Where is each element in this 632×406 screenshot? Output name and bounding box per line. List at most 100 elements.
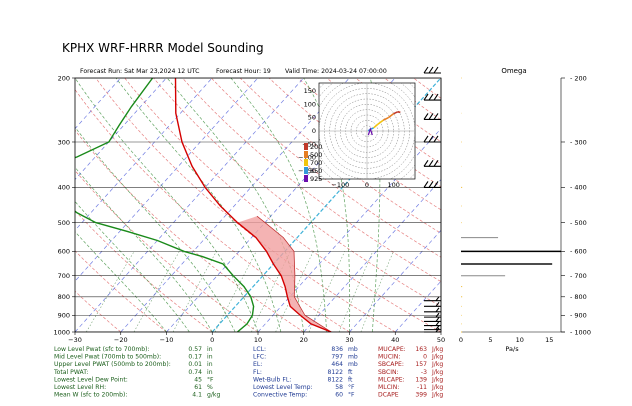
stat-label: FL: (253, 369, 262, 376)
hodograph-segment (393, 111, 399, 115)
moist-adiabat (75, 126, 236, 332)
temp-tick-label: 0 (210, 336, 214, 344)
temp-tick-label: 20 (300, 336, 308, 344)
hodograph-x-label: −100 (331, 181, 349, 189)
isotherm (120, 78, 350, 332)
hodograph-legend-label: 925 (310, 175, 322, 183)
cape-shading (237, 216, 332, 332)
stat-unit: J/kg (431, 361, 443, 368)
dry-adiabat (326, 78, 441, 165)
hodograph-x-label: 0 (365, 181, 369, 189)
moist-adiabat (75, 166, 213, 332)
isotherm (0, 78, 29, 332)
hodograph-start-marker (367, 127, 373, 136)
omega-panel: Omega 0 5 10 15 Pa/s - 200 - 300 - 400 - 500 - 600… (459, 67, 591, 353)
stat-value: 464 (331, 361, 343, 368)
stat-value: -3 (421, 369, 427, 376)
stat-value: 8122 (327, 376, 343, 383)
stat-value: 139 (415, 376, 427, 383)
hodograph-segment (387, 113, 395, 119)
skewt-inner (0, 78, 441, 332)
stat-unit: J/kg (431, 354, 443, 361)
stat-value: 797 (331, 354, 343, 361)
stat-label: Convective Temp: (253, 392, 307, 399)
stat-value: 0.01 (188, 361, 202, 368)
stat-value: 163 (415, 346, 427, 353)
stat-unit: ft (348, 376, 353, 383)
stat-unit: in (207, 346, 213, 353)
wind-barb (424, 312, 441, 318)
pressure-tick-label: 800 (58, 293, 70, 301)
hodograph-y-label: 100 (304, 100, 316, 108)
stat-label: Total PWAT: (53, 369, 88, 376)
hodograph-x-label: 100 (387, 181, 399, 189)
omega-pressure-label: - 900 (570, 312, 587, 320)
stat-label: LFC: (253, 354, 266, 361)
stat-value: 60 (335, 392, 343, 399)
dry-adiabat (75, 210, 213, 332)
stat-label: SBCIN: (378, 369, 399, 376)
isotherm (75, 78, 259, 282)
temp-tick-label: 50 (437, 336, 445, 344)
omega-x-tick: 0 (459, 336, 463, 344)
stat-unit: g/kg (207, 392, 220, 399)
hodograph-y-label: −50 (302, 140, 316, 148)
omega-x-tick: 10 (516, 336, 524, 344)
wind-barb (423, 135, 441, 143)
pressure-tick-label: 900 (58, 312, 70, 320)
stat-label: Upper Level PWAT (500mb to 200mb): (54, 361, 171, 368)
mixing-ratio-line (338, 251, 374, 332)
stat-unit: J/kg (431, 376, 443, 383)
hodograph-legend-swatch (304, 167, 308, 174)
stat-label: Mid Level Pwat (700mb to 500mb): (54, 354, 161, 361)
mixing-ratio-line (172, 251, 217, 332)
isotherm (166, 78, 396, 332)
wind-barbs (423, 66, 442, 333)
omega-pressure-label: - 600 (570, 248, 587, 256)
wind-barb (424, 302, 441, 307)
hodograph-segment (397, 111, 401, 114)
stat-label: MLCAPE: (378, 376, 405, 383)
stat-value: 61 (194, 384, 202, 391)
valid-time-text: Valid Time: 2024-03-24 07:00:00 (285, 68, 387, 75)
stat-value: 399 (415, 392, 427, 399)
hodograph-y-label: 50 (308, 114, 316, 122)
temp-tick-label: −20 (114, 336, 128, 344)
pressure-tick-label: 600 (58, 248, 70, 256)
stat-unit: J/kg (431, 392, 443, 399)
stat-unit: mb (348, 354, 358, 361)
forecast-run-text: Forecast Run: Sat Mar 23,2024 12 UTC (80, 68, 199, 75)
stat-unit: in (207, 354, 213, 361)
hodograph-inner (319, 83, 415, 179)
wind-barb (424, 321, 441, 327)
hodograph-legend-swatch (304, 143, 308, 150)
stat-unit: J/kg (431, 346, 443, 353)
hodograph-legend-swatch (304, 159, 308, 166)
omega-pressure-label: - 500 (570, 219, 587, 227)
omega-pressure-label: - 800 (570, 293, 587, 301)
stat-unit: in (207, 369, 213, 376)
hodograph-y-label: 150 (304, 87, 316, 95)
pressure-tick-label: 1000 (53, 328, 70, 336)
mixing-ratio-line (360, 251, 394, 332)
isotherm (440, 331, 441, 332)
isotherm (257, 128, 441, 332)
isotherm (75, 78, 304, 332)
moist-adiabat (75, 231, 167, 332)
wind-barb (424, 327, 441, 333)
stat-value: 836 (331, 346, 343, 353)
wind-barb (423, 160, 441, 167)
hodograph-legend-label: 700 (310, 159, 322, 167)
pressure-tick-label: 500 (58, 219, 70, 227)
wind-barb (424, 317, 441, 322)
hodograph-inset: 150100500−50−100−150−1000100200500700850… (298, 82, 416, 189)
stat-unit: ft (348, 369, 353, 376)
mixing-ratio-line (86, 251, 135, 332)
stat-value: 0.74 (188, 369, 202, 376)
hodograph-segment (382, 116, 389, 122)
omega-pressure-label: - 200 (570, 74, 587, 82)
omega-title: Omega (501, 67, 526, 75)
stat-value: 0.17 (188, 354, 202, 361)
stat-value: 8122 (327, 369, 343, 376)
